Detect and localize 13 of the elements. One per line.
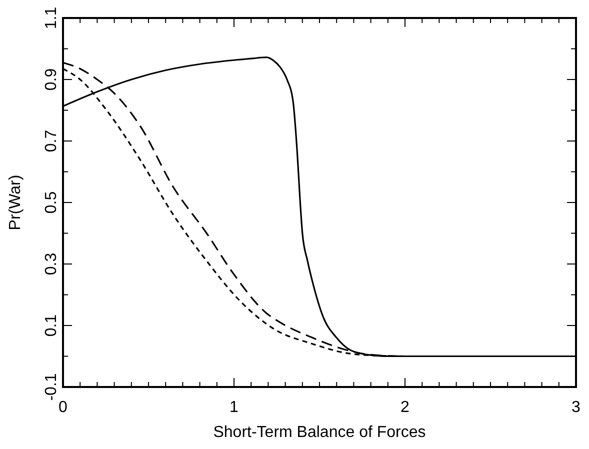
x-tick-label: 0 xyxy=(58,399,68,416)
y-axis-title: Pr(War) xyxy=(7,174,24,230)
y-tick-label: -0.1 xyxy=(43,373,60,401)
y-tick-label: 0.3 xyxy=(43,252,60,276)
x-tick-label: 3 xyxy=(572,399,581,416)
x-tick-label: 2 xyxy=(400,399,410,416)
y-tick-label: 0.9 xyxy=(43,68,60,91)
y-tick-label: 0.7 xyxy=(43,130,60,152)
y-tick-label: 0.1 xyxy=(43,314,60,337)
y-tick-label: 1.1 xyxy=(43,6,60,30)
y-tick-label: 0.5 xyxy=(43,191,60,214)
x-axis-title: Short-Term Balance of Forces xyxy=(213,424,426,441)
x-tick-label: 1 xyxy=(230,399,239,416)
